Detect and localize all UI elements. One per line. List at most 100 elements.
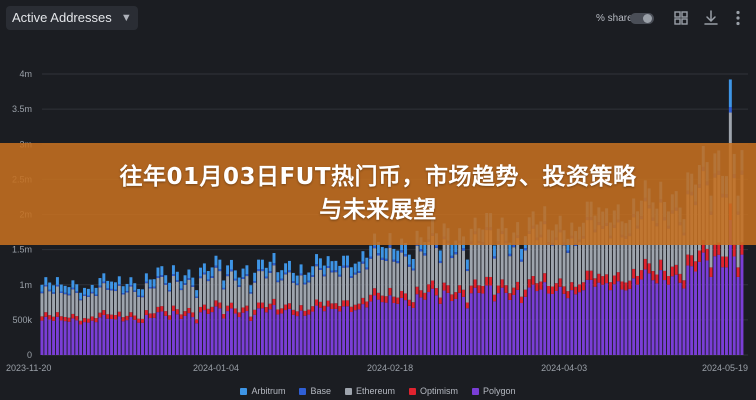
bar-segment-arbitrum bbox=[392, 248, 396, 260]
bar-segment-base bbox=[303, 282, 307, 285]
bar-segment-polygon bbox=[620, 289, 624, 355]
bar-segment-base bbox=[276, 280, 280, 283]
bar-segment-arbitrum bbox=[237, 277, 241, 286]
bar-segment-optimism bbox=[597, 273, 601, 283]
bar-segment-ethereum bbox=[508, 256, 512, 294]
bar-segment-base bbox=[369, 256, 373, 259]
bar-segment-ethereum bbox=[83, 295, 86, 319]
bar-segment-polygon bbox=[152, 317, 156, 355]
more-vertical-icon[interactable] bbox=[728, 8, 748, 28]
bar-segment-base bbox=[83, 294, 86, 296]
bar-segment-ethereum bbox=[427, 241, 431, 285]
bar-segment-arbitrum bbox=[454, 240, 458, 253]
bar-segment-optimism bbox=[465, 302, 469, 309]
bar-segment-arbitrum bbox=[307, 272, 311, 281]
bar-segment-arbitrum bbox=[106, 280, 110, 289]
bar-segment-base bbox=[280, 278, 284, 281]
bar-segment-arbitrum bbox=[79, 292, 83, 299]
bar-segment-optimism bbox=[67, 317, 71, 322]
bar-segment-base bbox=[102, 281, 106, 284]
bar-segment-ethereum bbox=[373, 248, 377, 289]
legend-item-arbitrum[interactable]: Arbitrum bbox=[240, 384, 285, 398]
bar-segment-ethereum bbox=[79, 300, 83, 321]
bar-segment-base bbox=[98, 285, 102, 288]
bar-segment-optimism bbox=[462, 289, 465, 297]
bar-segment-ethereum bbox=[257, 271, 260, 303]
bar-segment-ethereum bbox=[175, 281, 179, 310]
bar-segment-polygon bbox=[469, 293, 473, 355]
bar-segment-base bbox=[434, 245, 438, 248]
toggle-knob bbox=[643, 14, 652, 23]
legend-item-polygon[interactable]: Polygon bbox=[472, 384, 516, 398]
legend-label: Polygon bbox=[483, 386, 516, 396]
bar-segment-optimism bbox=[547, 286, 551, 294]
bar-segment-polygon bbox=[237, 317, 241, 355]
bar-segment-polygon bbox=[647, 273, 651, 355]
bar-segment-polygon bbox=[86, 322, 90, 355]
bar-segment-ethereum bbox=[431, 235, 435, 281]
bar-segment-optimism bbox=[740, 242, 744, 255]
bar-segment-polygon bbox=[129, 316, 133, 355]
bar-segment-arbitrum bbox=[179, 281, 183, 289]
metric-dropdown[interactable]: Active Addresses ▼ bbox=[6, 6, 138, 30]
bar-segment-optimism bbox=[659, 259, 663, 271]
legend-label: Base bbox=[310, 386, 331, 396]
bar-segment-polygon bbox=[276, 314, 280, 355]
bar-segment-base bbox=[113, 289, 117, 292]
bar-segment-arbitrum bbox=[353, 263, 357, 273]
bar-segment-base bbox=[179, 288, 183, 291]
bar-segment-base bbox=[307, 280, 311, 283]
bar-segment-ethereum bbox=[71, 289, 75, 314]
bar-segment-ethereum bbox=[315, 266, 319, 300]
legend-item-base[interactable]: Base bbox=[299, 384, 331, 398]
bar-segment-polygon bbox=[187, 313, 191, 355]
bar-segment-ethereum bbox=[462, 250, 465, 290]
bar-segment-arbitrum bbox=[411, 258, 415, 269]
bar-segment-arbitrum bbox=[48, 282, 52, 290]
bar-segment-polygon bbox=[674, 274, 678, 355]
bar-segment-optimism bbox=[349, 306, 353, 313]
bar-segment-ethereum bbox=[562, 245, 566, 287]
bar-segment-base bbox=[268, 271, 272, 273]
chart-legend: Arbitrum Base Ethereum Optimism Polygon bbox=[0, 384, 756, 398]
bar-segment-base bbox=[299, 273, 303, 276]
bar-segment-polygon bbox=[450, 301, 454, 355]
bar-segment-arbitrum bbox=[63, 285, 67, 293]
bar-segment-arbitrum bbox=[376, 241, 380, 254]
bar-segment-polygon bbox=[539, 289, 543, 355]
bar-segment-polygon bbox=[373, 295, 377, 355]
bar-segment-base bbox=[210, 276, 214, 278]
bar-segment-ethereum bbox=[241, 278, 245, 308]
bar-segment-ethereum bbox=[404, 256, 407, 294]
bar-segment-ethereum bbox=[566, 252, 570, 292]
bar-segment-polygon bbox=[465, 308, 469, 355]
bar-segment-polygon bbox=[52, 320, 56, 355]
bar-segment-ethereum bbox=[233, 280, 237, 309]
legend-item-ethereum[interactable]: Ethereum bbox=[344, 384, 395, 398]
bar-segment-arbitrum bbox=[137, 288, 141, 296]
bar-segment-polygon bbox=[550, 293, 554, 355]
bar-segment-optimism bbox=[400, 290, 404, 298]
bar-segment-ethereum bbox=[489, 230, 493, 277]
bar-segment-optimism bbox=[98, 312, 102, 318]
bar-segment-base bbox=[423, 253, 427, 256]
bar-segment-ethereum bbox=[299, 275, 303, 306]
bar-segment-base bbox=[384, 258, 388, 261]
bar-segment-ethereum bbox=[48, 291, 52, 316]
bar-segment-ethereum bbox=[90, 293, 94, 317]
bar-segment-polygon bbox=[334, 308, 338, 355]
bar-segment-optimism bbox=[531, 276, 535, 285]
bar-segment-base bbox=[465, 269, 469, 272]
share-toggle[interactable] bbox=[630, 13, 654, 24]
bar-segment-optimism bbox=[578, 284, 581, 293]
bar-segment-ethereum bbox=[334, 272, 338, 304]
bar-segment-polygon bbox=[574, 294, 578, 355]
bar-segment-ethereum bbox=[357, 272, 361, 304]
bar-segment-optimism bbox=[562, 286, 566, 294]
bar-segment-polygon bbox=[601, 284, 605, 355]
grid-icon[interactable] bbox=[671, 8, 691, 28]
bar-segment-base bbox=[106, 288, 110, 290]
legend-item-optimism[interactable]: Optimism bbox=[409, 384, 458, 398]
bar-segment-optimism bbox=[148, 313, 152, 318]
download-icon[interactable] bbox=[701, 8, 721, 28]
